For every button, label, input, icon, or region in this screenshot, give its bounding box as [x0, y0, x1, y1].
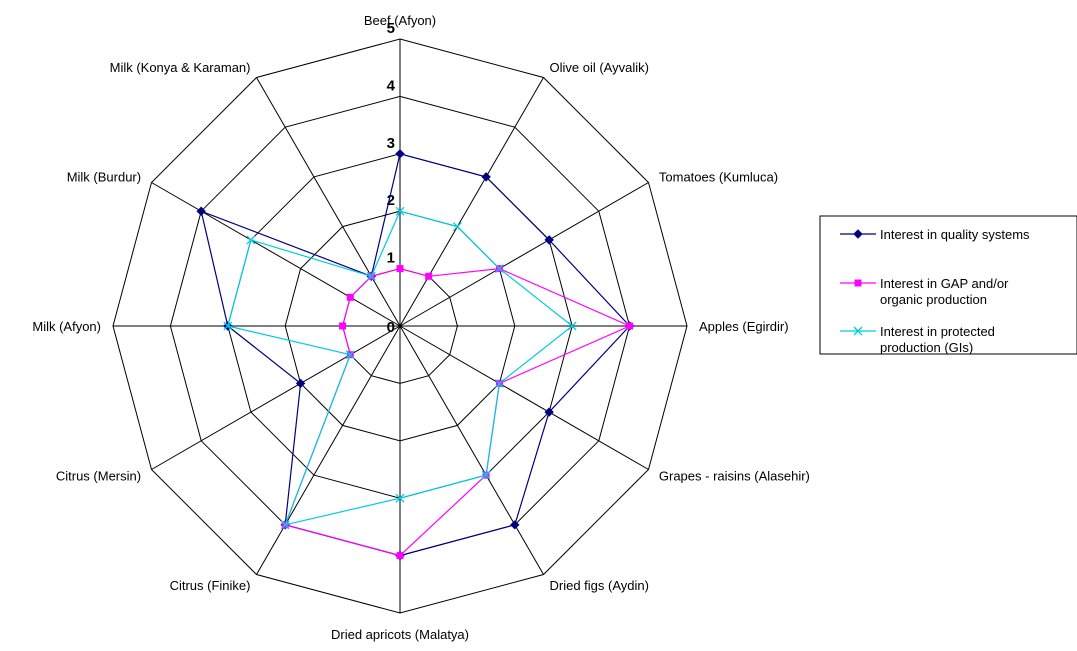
series-2-point-milk-afyon	[339, 323, 346, 330]
series-2-point-apples-egirdir	[626, 323, 633, 330]
category-label-dried-apricots-malatya: Dried apricots (Malatya)	[331, 627, 469, 642]
legend-swatch-marker	[855, 280, 862, 287]
series-2-point-dried-apricots-malatya	[397, 552, 404, 559]
spoke-grapes-raisins-alasehir	[400, 326, 649, 470]
radar-grid	[113, 39, 687, 613]
category-label-olive-oil-ayvalik: Olive oil (Ayvalik)	[550, 60, 649, 75]
series-2	[282, 265, 633, 559]
category-label-milk-burdur: Milk (Burdur)	[67, 170, 141, 185]
spoke-dried-figs-aydin	[400, 326, 544, 575]
category-label-beef-afyon: Beef (Afyon)	[364, 13, 436, 28]
tick-label-3: 3	[387, 135, 395, 152]
spoke-citrus-finike	[257, 326, 401, 575]
tick-label-0: 0	[387, 319, 395, 336]
series-2-point-milk-burdur	[347, 294, 354, 301]
category-label-grapes-raisins-alasehir: Grapes - raisins (Alasehir)	[659, 469, 810, 484]
category-label-citrus-mersin: Citrus (Mersin)	[56, 469, 141, 484]
category-label-milk-afyon: Milk (Afyon)	[32, 319, 101, 334]
series-3-point-olive-oil-ayvalik	[453, 223, 461, 231]
category-label-milk-konya-karaman: Milk (Konya & Karaman)	[110, 60, 251, 75]
category-label-citrus-finike: Citrus (Finike)	[170, 578, 251, 593]
category-labels: Beef (Afyon) Olive oil (Ayvalik) Tomatoes …	[32, 13, 810, 642]
series-2-point-beef-afyon	[397, 265, 404, 272]
spoke-milk-konya-karaman	[257, 78, 401, 327]
series-1	[197, 150, 633, 560]
category-label-apples-egirdir: Apples (Egirdir)	[699, 319, 789, 334]
spoke-tomatoes-kumluca	[400, 183, 649, 327]
spoke-citrus-mersin	[152, 326, 401, 470]
series-3-point-milk-burdur	[247, 236, 255, 244]
spoke-olive-oil-ayvalik	[400, 78, 544, 327]
tick-label-1: 1	[387, 250, 395, 267]
spoke-milk-burdur	[152, 183, 401, 327]
legend-label-1: Interest in quality systems	[880, 227, 1030, 242]
tick-label-4: 4	[387, 77, 396, 94]
series-1-point-beef-afyon	[396, 150, 404, 158]
data-series	[197, 150, 633, 560]
category-label-tomatoes-kumluca: Tomatoes (Kumluca)	[659, 170, 778, 185]
category-label-dried-figs-aydin: Dried figs (Aydin)	[550, 578, 649, 593]
series-2-point-olive-oil-ayvalik	[425, 273, 432, 280]
